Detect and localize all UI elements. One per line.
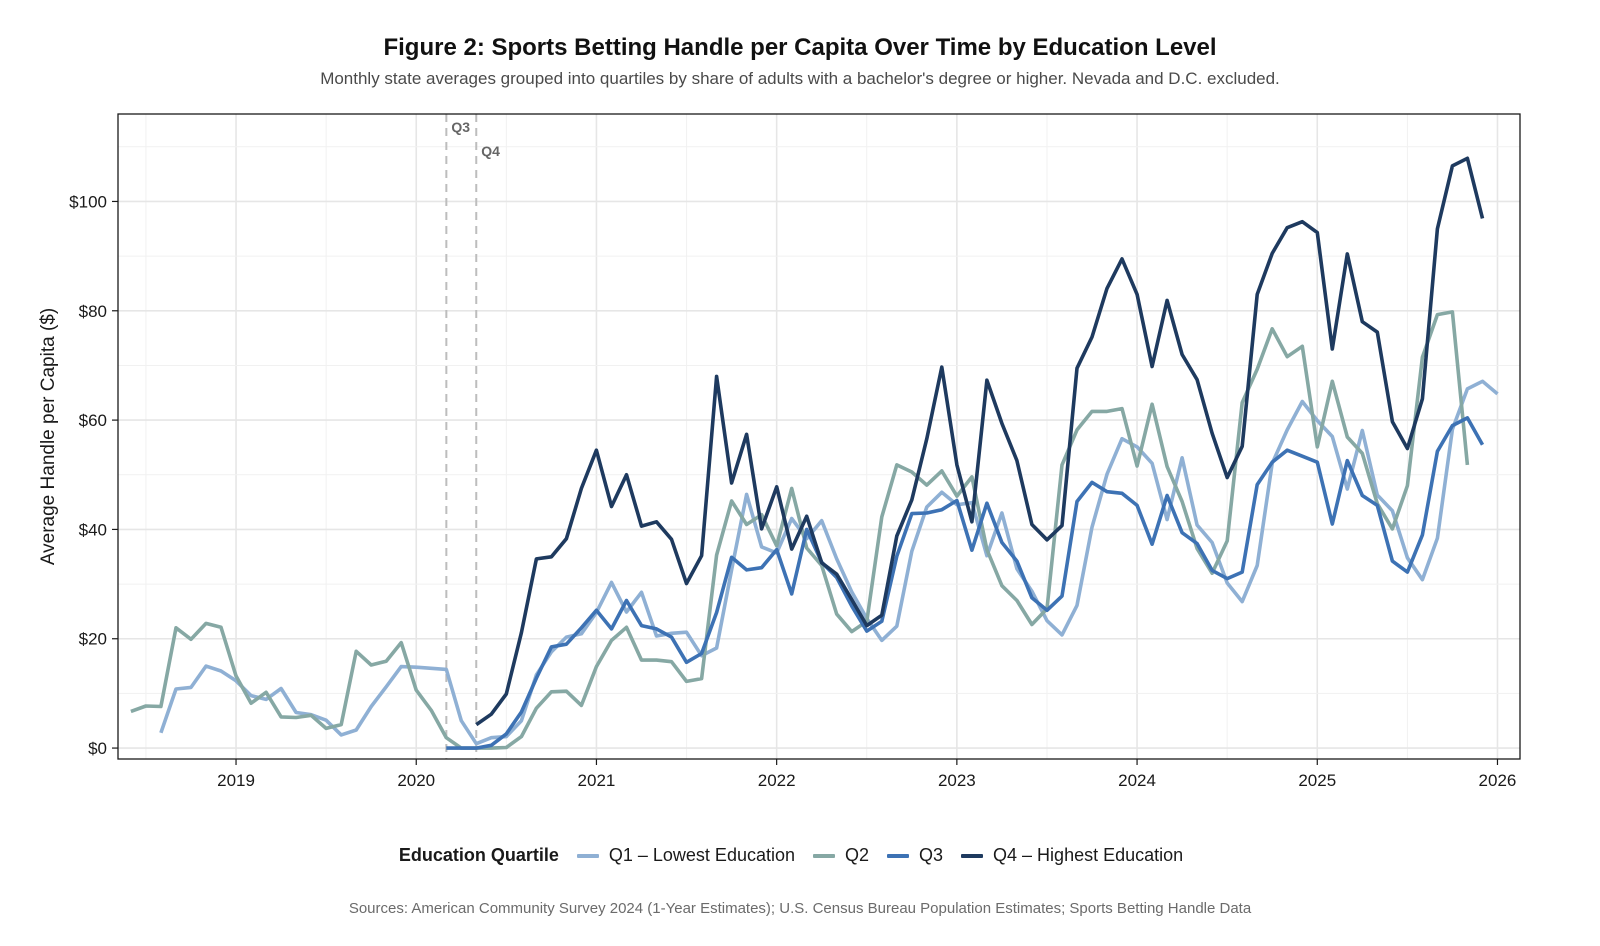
y-tick-label: $100 bbox=[69, 192, 107, 211]
series-lines bbox=[130, 156, 1499, 750]
legend-swatch-q2 bbox=[813, 853, 835, 858]
legend-item-q1: Q1 – Lowest Education bbox=[576, 845, 795, 866]
y-tick-label: $0 bbox=[88, 739, 107, 758]
y-tick-label: $40 bbox=[79, 520, 107, 539]
legend-item-q4: Q4 – Highest Education bbox=[961, 845, 1183, 866]
reference-lines: Q3 Q4 bbox=[445, 114, 500, 759]
legend: Education Quartile Q1 – Lowest Education… bbox=[0, 845, 1600, 866]
legend-label-q3: Q3 bbox=[919, 845, 944, 865]
y-tick-label: $80 bbox=[79, 302, 107, 321]
x-tick-label: 2021 bbox=[578, 771, 616, 790]
x-tick-label: 2026 bbox=[1479, 771, 1517, 790]
legend-swatch-q3 bbox=[887, 853, 910, 858]
legend-label-q4: Q4 – Highest Education bbox=[993, 845, 1184, 865]
y-tick-label: $60 bbox=[79, 411, 107, 430]
y-axis-label: Average Handle per Capita ($) bbox=[38, 308, 59, 565]
x-tick-label: 2023 bbox=[938, 771, 976, 790]
series-line-q4 bbox=[475, 156, 1485, 727]
chart-caption: Sources: American Community Survey 2024 … bbox=[348, 900, 1252, 917]
x-tick-label: 2019 bbox=[217, 771, 255, 790]
legend-title: Education Quartile bbox=[398, 845, 559, 865]
x-tick-label: 2025 bbox=[1298, 771, 1336, 790]
legend-item-q2: Q2 bbox=[813, 845, 869, 866]
legend-item-q3: Q3 bbox=[887, 845, 943, 866]
reference-label-q4: Q4 bbox=[481, 143, 500, 159]
x-tick-label: 2022 bbox=[758, 771, 796, 790]
gridlines bbox=[118, 114, 1520, 759]
x-tick-label: 2024 bbox=[1118, 771, 1156, 790]
series-line-q1 bbox=[159, 379, 1499, 746]
legend-swatch-q4 bbox=[961, 853, 984, 858]
y-axis-ticks: $0 $20 $40 $60 $80 $100 bbox=[69, 192, 118, 758]
chart-title: Figure 2: Sports Betting Handle per Capi… bbox=[383, 34, 1217, 61]
legend-label-q2: Q2 bbox=[845, 845, 870, 865]
reference-label-q3: Q3 bbox=[451, 119, 470, 135]
legend-swatch-q1 bbox=[576, 853, 599, 858]
plot-frame bbox=[117, 113, 1521, 760]
series-line-q2 bbox=[130, 310, 1470, 750]
x-tick-label: 2020 bbox=[397, 771, 435, 790]
series-line-q3 bbox=[446, 416, 1485, 750]
chart-subtitle: Monthly state averages grouped into quar… bbox=[320, 69, 1280, 88]
x-axis-ticks: 2019 2020 2021 2022 2023 2024 2025 2026 bbox=[217, 759, 1516, 790]
legend-label-q1: Q1 – Lowest Education bbox=[608, 845, 795, 865]
y-tick-label: $20 bbox=[79, 630, 107, 649]
